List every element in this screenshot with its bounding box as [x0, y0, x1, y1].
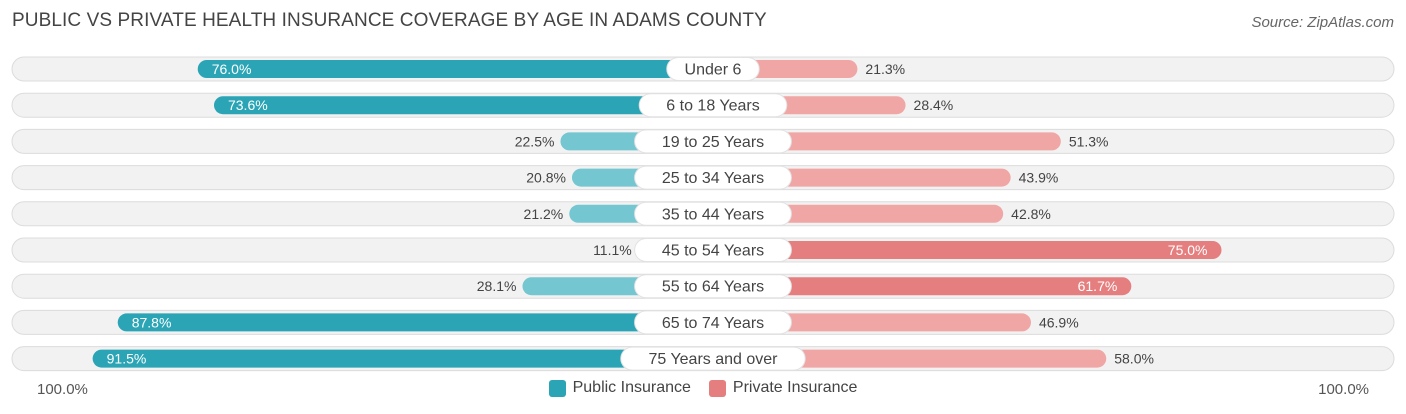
public-value-label: 21.2%	[524, 206, 564, 222]
category-label: 35 to 44 Years	[662, 206, 764, 223]
category-pill	[634, 238, 792, 262]
public-value-label: 11.1%	[593, 242, 632, 258]
category-pill	[638, 93, 788, 118]
public-value-label: 20.8%	[526, 170, 566, 186]
private-value-label: 61.7%	[1078, 278, 1118, 294]
private-value-label: 42.8%	[1011, 206, 1051, 222]
category-pill	[634, 310, 792, 335]
axis-left-label: 100.0%	[37, 381, 88, 398]
private-value-label: 43.9%	[1019, 170, 1059, 186]
private-bar	[713, 132, 1061, 151]
category-pill	[634, 129, 792, 154]
private-value-label: 51.3%	[1069, 133, 1109, 149]
private-value-label: 28.4%	[914, 97, 954, 113]
public-value-label: 73.6%	[228, 97, 268, 113]
public-value-label: 28.1%	[477, 278, 517, 294]
private-bar	[713, 277, 1132, 296]
public-value-label: 91.5%	[107, 351, 147, 367]
category-label: 55 to 64 Years	[662, 279, 764, 296]
category-label: 25 to 34 Years	[662, 170, 764, 187]
category-label: 75 Years and over	[649, 351, 779, 368]
private-value-label: 58.0%	[1114, 351, 1154, 367]
public-value-label: 76.0%	[212, 61, 252, 77]
category-label: Under 6	[685, 62, 742, 79]
public-value-label: 87.8%	[132, 314, 172, 330]
private-value-label: 75.0%	[1168, 242, 1208, 258]
legend: Public Insurance Private Insurance	[0, 379, 1406, 397]
legend-label-private: Private Insurance	[732, 379, 858, 396]
private-value-label: 21.3%	[865, 61, 905, 77]
category-label: 19 to 25 Years	[662, 134, 764, 151]
category-pill	[666, 57, 760, 81]
public-bar	[213, 96, 713, 115]
category-label: 6 to 18 Years	[666, 98, 759, 115]
public-value-label: 22.5%	[515, 133, 555, 149]
public-bar	[92, 349, 713, 368]
private-bar	[713, 349, 1107, 368]
legend-swatch-public	[548, 379, 566, 397]
private-bar	[713, 241, 1222, 259]
chart-title: PUBLIC VS PRIVATE HEALTH INSURANCE COVER…	[12, 10, 767, 31]
legend-swatch-private	[708, 379, 726, 397]
axis-right-label: 100.0%	[1318, 381, 1369, 398]
category-pill	[634, 274, 792, 299]
legend-label-public: Public Insurance	[572, 379, 691, 396]
category-pill	[634, 165, 792, 190]
source-label: Source: ZipAtlas.com	[1251, 14, 1394, 31]
legend-item-public[interactable]: Public Insurance	[548, 379, 691, 397]
category-pill	[634, 201, 792, 226]
private-value-label: 46.9%	[1039, 314, 1079, 330]
category-label: 45 to 54 Years	[662, 243, 764, 260]
public-bar	[117, 313, 713, 332]
category-label: 65 to 74 Years	[662, 315, 764, 332]
category-pill	[620, 346, 806, 371]
legend-item-private[interactable]: Private Insurance	[708, 379, 858, 397]
public-bar	[197, 60, 714, 78]
private-bar	[713, 313, 1031, 332]
